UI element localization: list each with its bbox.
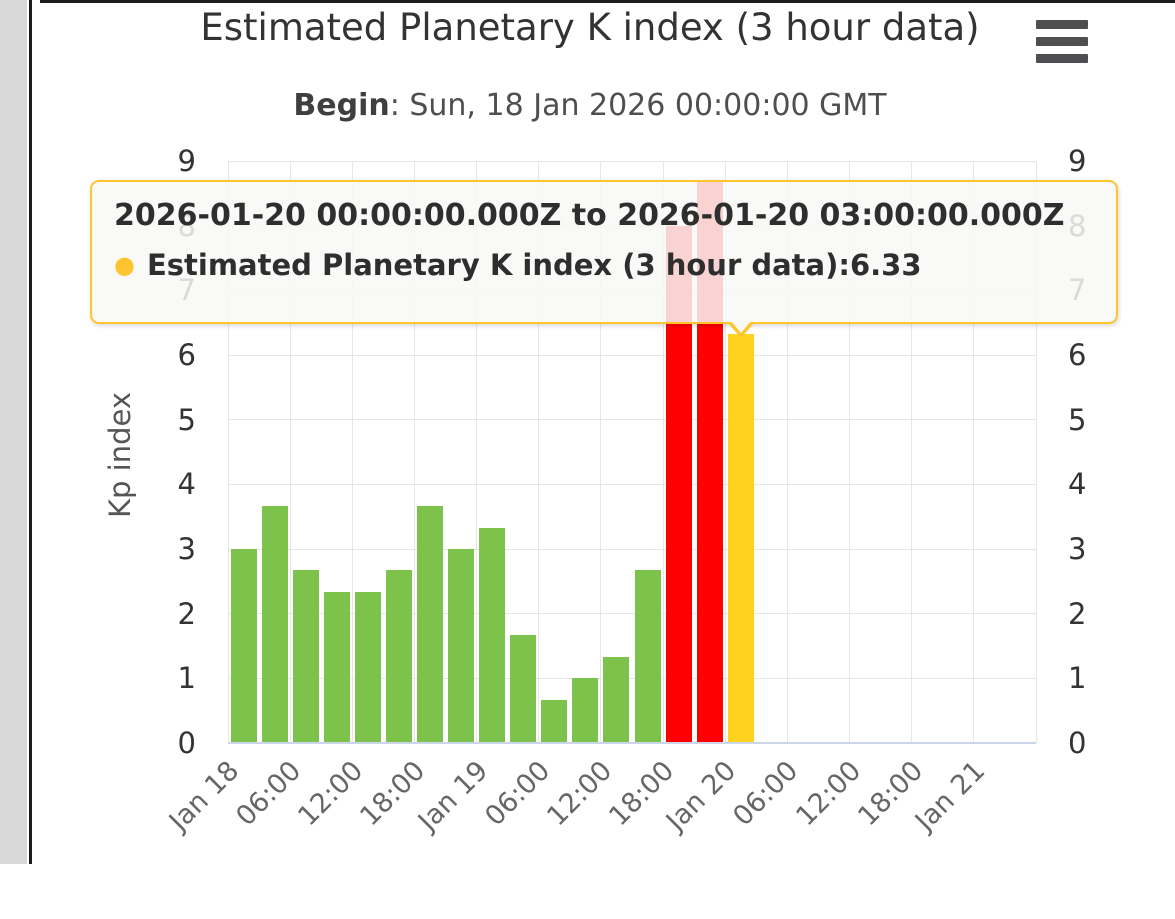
kp-bar[interactable] (448, 549, 475, 743)
subtitle-begin-label: Begin (293, 88, 390, 123)
gridline (289, 161, 291, 743)
kp-bar[interactable] (261, 505, 288, 743)
chart-subtitle: Begin: Sun, 18 Jan 2026 00:00:00 GMT (38, 88, 1142, 123)
gridline (413, 161, 415, 743)
y-axis-label: 0 (1068, 726, 1087, 760)
gridline (1035, 161, 1037, 743)
kp-bar[interactable] (323, 592, 350, 743)
y-axis-label: 9 (1068, 144, 1087, 178)
y-axis-label: 5 (177, 402, 196, 437)
series-marker-icon: ● (114, 251, 135, 279)
tooltip-callout-fill (731, 321, 751, 333)
y-axis-label: 2 (1068, 596, 1087, 631)
kp-bar[interactable] (510, 635, 537, 743)
tooltip-series-name: Estimated Planetary K index (3 hour data… (146, 248, 839, 282)
chart-title: Estimated Planetary K index (3 hour data… (200, 6, 980, 49)
gridline (227, 161, 229, 743)
plot-area: 00112233445566778899Jan 1806:0012:0018:0… (163, 144, 1087, 837)
gridline (911, 161, 913, 743)
y-axis-label: 4 (1068, 467, 1087, 502)
gridline (228, 160, 1036, 162)
y-axis-label: 6 (1068, 338, 1087, 372)
kp-bar[interactable] (385, 570, 412, 743)
kp-bar[interactable] (727, 333, 754, 743)
kp-bar[interactable] (292, 570, 319, 743)
y-axis-label: 2 (177, 596, 196, 631)
gridline (662, 161, 664, 743)
y-axis-label: 1 (1068, 661, 1087, 696)
kp-bar[interactable] (230, 549, 257, 743)
y-axis-label: 9 (177, 144, 196, 178)
kp-bar[interactable] (416, 505, 444, 743)
gridline (228, 548, 1036, 550)
hamburger-menu-icon (1036, 20, 1092, 63)
tooltip-body: ● Estimated Planetary K index (3 hour dat… (114, 248, 1094, 282)
gridline (228, 613, 1036, 615)
y-axis-label: 1 (177, 661, 196, 696)
gridline (228, 354, 1036, 356)
gridline (724, 161, 726, 743)
gridline (228, 419, 1036, 421)
gridline (228, 483, 1036, 485)
y-axis-label: 6 (177, 338, 196, 372)
kp-bar[interactable] (572, 678, 599, 743)
gridline (476, 161, 478, 743)
kp-bar[interactable] (541, 699, 568, 743)
x-axis-line (228, 742, 1036, 744)
chart-menu-button[interactable] (1036, 20, 1092, 66)
tooltip: 2026-01-20 00:00:00.000Z to 2026-01-20 0… (90, 180, 1118, 324)
y-axis-label: 5 (1068, 402, 1087, 437)
y-axis-label: 3 (177, 532, 196, 566)
subtitle-begin-value: : Sun, 18 Jan 2026 00:00:00 GMT (389, 88, 887, 123)
gridline (538, 161, 540, 743)
tooltip-header: 2026-01-20 00:00:00.000Z to 2026-01-20 0… (114, 198, 1065, 233)
gridline (849, 161, 851, 743)
page-margin (0, 0, 27, 864)
kp-bar[interactable] (603, 656, 630, 743)
tooltip-value: 6.33 (849, 248, 922, 282)
y-axis-title: Kp index (103, 392, 137, 518)
chart-card-border (40, 0, 1175, 3)
gridline (228, 677, 1036, 679)
window-border (29, 0, 32, 864)
tooltip-separator: : (838, 248, 850, 282)
gridline (973, 161, 975, 743)
y-axis-label: 0 (177, 726, 196, 760)
y-axis-label: 3 (1068, 532, 1087, 566)
kp-bar[interactable] (479, 527, 506, 743)
kp-bar[interactable] (354, 592, 381, 743)
gridline (786, 161, 788, 743)
gridline (600, 161, 602, 743)
kp-bar[interactable] (634, 570, 661, 743)
y-axis-label: 4 (177, 467, 196, 502)
gridline (351, 161, 353, 743)
